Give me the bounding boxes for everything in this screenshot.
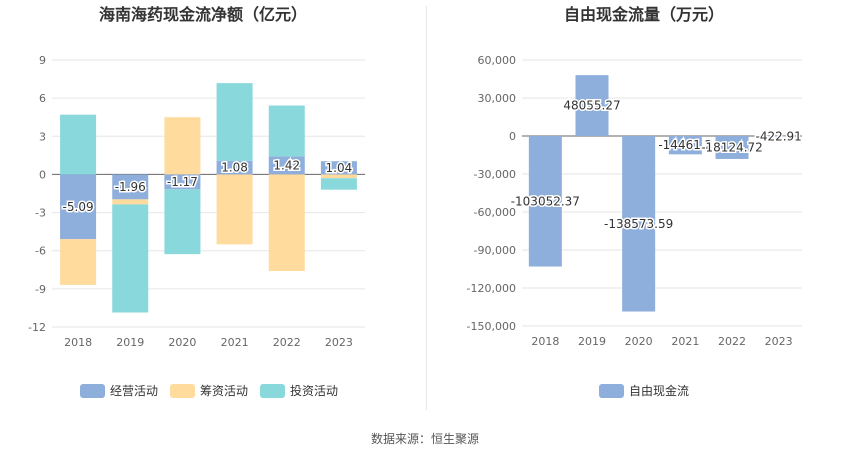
y-tick-label: -3 <box>35 207 46 220</box>
bar-2020-series-0 <box>164 174 201 190</box>
x-tick-label: 2018 <box>64 336 92 349</box>
bar-2021-series-2 <box>216 83 253 161</box>
y-tick-label: -12 <box>28 321 46 334</box>
bar-2020-series-2 <box>164 189 201 255</box>
chart-title: 海南海药现金流净额（亿元） <box>99 5 307 24</box>
data-label: -5.09 <box>63 200 94 214</box>
data-label: 1.42 <box>273 158 300 172</box>
chart-left: 海南海药现金流净额（亿元） 9 6 3 0 -3 -6 -9 -12 2018 2019 2020 20… <box>28 5 365 398</box>
y-tick-label: 30,000 <box>478 92 517 105</box>
y-tick-label: -9 <box>35 283 46 296</box>
bar-2019-series-1 <box>112 199 149 205</box>
data-label: 1.08 <box>221 161 248 175</box>
bar-2022-series-2 <box>268 105 305 157</box>
y-tick-label: -60,000 <box>474 206 516 219</box>
bar-2022-series-1 <box>268 174 305 272</box>
y-tick-label: -30,000 <box>474 168 516 181</box>
data-label: -14461.2 <box>658 138 712 152</box>
bar-2023-series-0 <box>762 136 796 137</box>
data-label: 48055.27 <box>563 99 620 113</box>
y-tick-label: 3 <box>39 130 46 143</box>
data-label: -1.17 <box>167 175 198 189</box>
bar-2018-series-1 <box>60 239 97 285</box>
bar-2023-series-1 <box>320 174 357 179</box>
bar-2018-series-2 <box>60 114 97 175</box>
x-tick-label: 2021 <box>671 335 699 348</box>
data-label: -18124.72 <box>701 140 763 154</box>
legend-label[interactable]: 自由现金流 <box>629 383 689 398</box>
x-tick-label: 2019 <box>578 335 606 348</box>
legend-swatch[interactable] <box>599 384 624 398</box>
y-tick-label: -6 <box>35 245 46 258</box>
chart-title: 自由现金流量（万元） <box>564 5 724 24</box>
y-tick-label: 0 <box>39 168 46 181</box>
bar-2018-series-0 <box>528 136 562 267</box>
panel-divider <box>426 6 427 410</box>
y-tick-label: -90,000 <box>474 244 516 257</box>
bar-2023-series-2 <box>320 178 357 190</box>
bar-2022-series-0 <box>268 156 305 175</box>
y-tick-label: 0 <box>509 130 516 143</box>
bar-2019-series-0 <box>575 75 609 136</box>
data-label: -138573.59 <box>604 217 673 231</box>
bar-2020-series-0 <box>622 136 656 312</box>
chart-right: 自由现金流量（万元） 60,000 30,000 0 -30,000 -60,000 -90… <box>467 5 803 398</box>
source-note: 数据来源：恒生聚源 <box>370 432 479 446</box>
legend-swatch[interactable] <box>260 384 285 398</box>
x-tick-label: 2018 <box>531 335 559 348</box>
y-tick-label: -150,000 <box>467 320 516 333</box>
legend-swatch[interactable] <box>170 384 195 398</box>
x-tick-label: 2022 <box>273 336 301 349</box>
y-tick-label: 60,000 <box>478 54 517 67</box>
x-tick-label: 2020 <box>625 335 653 348</box>
legend-label[interactable]: 经营活动 <box>110 384 158 398</box>
x-tick-label: 2020 <box>168 336 196 349</box>
legend-label[interactable]: 投资活动 <box>290 383 338 398</box>
data-label: -103052.37 <box>511 194 580 208</box>
data-label: 1.04 <box>326 161 353 175</box>
data-label: -1.96 <box>115 180 146 194</box>
legend-label[interactable]: 筹资活动 <box>200 384 248 398</box>
data-label: -422.91 <box>756 129 802 143</box>
bar-2019-series-2 <box>112 204 149 313</box>
x-tick-label: 2021 <box>221 336 249 349</box>
bar-2020-series-1 <box>164 117 201 175</box>
bar-2022-series-0 <box>715 136 749 159</box>
bar-2021-series-0 <box>668 136 702 155</box>
x-tick-label: 2023 <box>765 335 793 348</box>
y-tick-label: 9 <box>39 54 46 67</box>
y-tick-label: -120,000 <box>467 282 516 295</box>
y-tick-label: 6 <box>39 92 46 105</box>
bar-2019-series-0 <box>112 174 149 200</box>
legend-swatch[interactable] <box>80 384 105 398</box>
bar-2018-series-0 <box>60 174 97 240</box>
x-tick-label: 2022 <box>718 335 746 348</box>
x-tick-label: 2023 <box>325 336 353 349</box>
bar-2021-series-1 <box>216 174 253 245</box>
bar-2023-series-0 <box>320 161 357 175</box>
bar-2021-series-0 <box>216 160 253 175</box>
x-tick-label: 2019 <box>116 336 144 349</box>
